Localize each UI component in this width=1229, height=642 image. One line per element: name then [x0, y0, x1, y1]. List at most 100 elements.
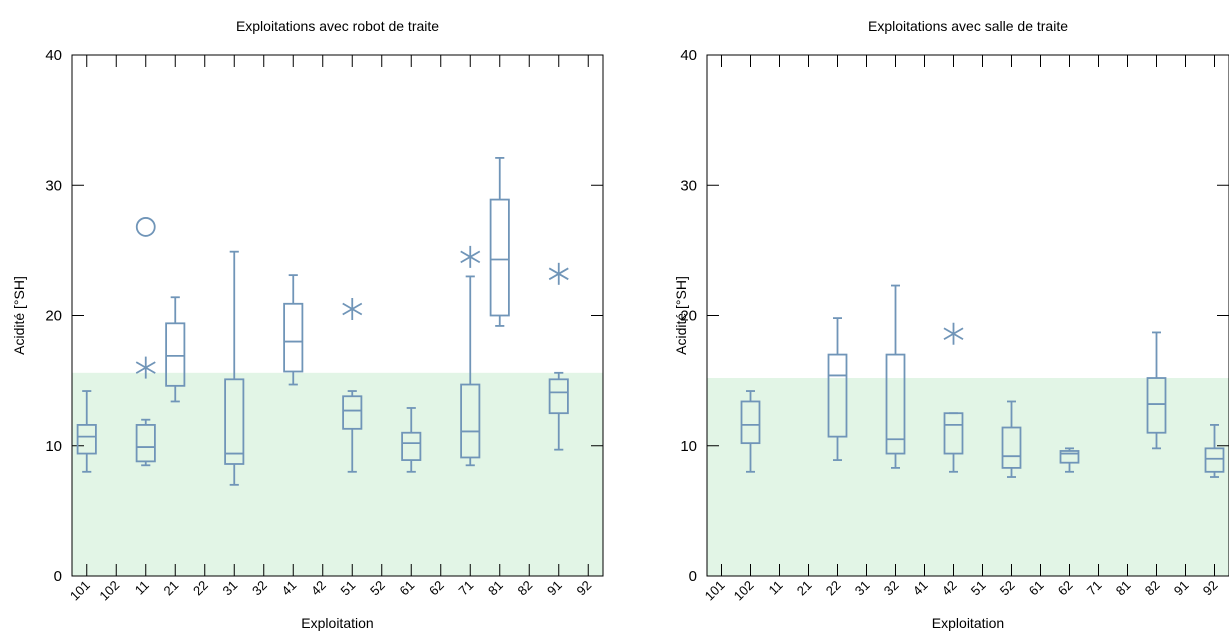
x-tick-label: 41 [910, 578, 931, 599]
x-tick-label: 32 [881, 578, 902, 599]
x-tick-label: 91 [544, 578, 565, 599]
box-51 [342, 390, 363, 473]
box-92 [1204, 424, 1225, 478]
x-tick-label: 92 [1200, 578, 1221, 599]
box-iqr [1204, 447, 1225, 473]
box-iqr [827, 353, 848, 438]
box-iqr [342, 395, 363, 430]
x-tick-label: 21 [794, 578, 815, 599]
x-tick-label: 92 [574, 578, 595, 599]
box-102 [740, 390, 761, 473]
x-axis-label: Exploitation [301, 615, 373, 631]
y-tick-label: 30 [45, 177, 62, 194]
box-61 [401, 407, 422, 473]
x-tick-label: 62 [426, 578, 447, 599]
box-iqr [401, 431, 422, 461]
y-tick-label: 20 [45, 308, 62, 325]
x-tick-label: 52 [367, 578, 388, 599]
box-iqr [489, 198, 510, 317]
y-tick-label: 40 [680, 47, 697, 64]
box-iqr [1001, 426, 1022, 469]
x-tick-label: 91 [1171, 578, 1192, 599]
x-tick-label: 81 [485, 578, 506, 599]
chart-panel-1: 0 10 20 30 40 101 102 11 21 22 31 32 41 42 51 52 61 62 71 8… [11, 18, 604, 631]
box-21 [165, 296, 186, 403]
x-tick-label: 81 [1113, 578, 1134, 599]
x-tick-label: 101 [702, 578, 728, 604]
box-iqr [283, 302, 304, 373]
box-11 [135, 418, 156, 467]
x-tick-label: 62 [1055, 578, 1076, 599]
x-tick-label: 51 [968, 578, 989, 599]
box-42 [943, 412, 964, 473]
x-tick-label: 31 [852, 578, 873, 599]
x-tick-label: 102 [96, 578, 122, 604]
y-axis-label: Acidité [°SH] [673, 276, 689, 355]
x-axis-label: Exploitation [932, 615, 1004, 631]
box-iqr [885, 353, 906, 455]
star-stroke [342, 302, 363, 316]
y-tick-label: 10 [680, 438, 697, 455]
y-tick-label: 40 [45, 47, 62, 64]
outlier-star-71 [460, 245, 481, 268]
box-71 [460, 275, 481, 467]
box-iqr [548, 378, 569, 415]
box-101 [76, 390, 97, 473]
box-62 [1059, 447, 1080, 473]
y-axis-label: Acidité [°SH] [11, 276, 27, 355]
chart-title: Exploitations avec salle de traite [868, 18, 1068, 34]
box-iqr [460, 383, 481, 459]
box-31 [224, 250, 245, 486]
box-52 [1001, 400, 1022, 478]
box-iqr [740, 400, 761, 445]
star-stroke [548, 267, 569, 281]
box-22 [827, 317, 848, 461]
x-tick-label: 61 [397, 578, 418, 599]
box-iqr [943, 412, 964, 455]
box-iqr [76, 424, 97, 455]
box-iqr [224, 378, 245, 465]
outlier-star-91 [548, 262, 569, 285]
outlier-star-11 [135, 356, 156, 379]
x-tick-label: 42 [939, 578, 960, 599]
outlier-star-51 [342, 297, 363, 320]
box-32 [885, 284, 906, 469]
box-iqr [135, 424, 156, 463]
x-tick-label: 102 [731, 578, 757, 604]
x-tick-label: 41 [279, 578, 300, 599]
chart-title: Exploitations avec robot de traite [236, 18, 439, 34]
x-tick-label: 21 [161, 578, 182, 599]
star-stroke [460, 250, 481, 264]
y-tick-label: 30 [680, 177, 697, 194]
box-81 [489, 156, 510, 327]
reference-band [72, 372, 603, 576]
y-tick-label: 0 [689, 568, 697, 585]
x-tick-label: 42 [308, 578, 329, 599]
box-iqr [1146, 377, 1167, 434]
x-tick-label: 11 [765, 578, 785, 598]
star-stroke [135, 361, 156, 374]
x-tick-label: 82 [1142, 578, 1163, 599]
box-91 [548, 371, 569, 451]
x-tick-label: 31 [220, 578, 241, 599]
y-tick-label: 20 [680, 308, 697, 325]
outlier-circle-11 [135, 217, 156, 237]
x-tick-label: 22 [823, 578, 844, 599]
x-tick-label: 32 [249, 578, 270, 599]
star-stroke [943, 327, 964, 341]
outlier-star-42 [943, 322, 964, 345]
x-tick-label: 61 [1026, 578, 1047, 599]
x-tick-label: 71 [1084, 578, 1105, 599]
x-tick-label: 52 [997, 578, 1018, 599]
y-tick-label: 0 [54, 568, 62, 585]
x-tick-label: 22 [190, 578, 211, 599]
chart-panel-2: 0 10 20 30 40 101 102 11 21 22 31 32 41 42 51 52 61 62 71 8… [673, 18, 1229, 631]
box-iqr [1059, 450, 1080, 464]
reference-band [707, 378, 1229, 576]
box-41 [283, 274, 304, 386]
box-iqr [165, 322, 186, 387]
x-tick-label: 71 [456, 578, 477, 599]
y-tick-label: 10 [45, 438, 62, 455]
